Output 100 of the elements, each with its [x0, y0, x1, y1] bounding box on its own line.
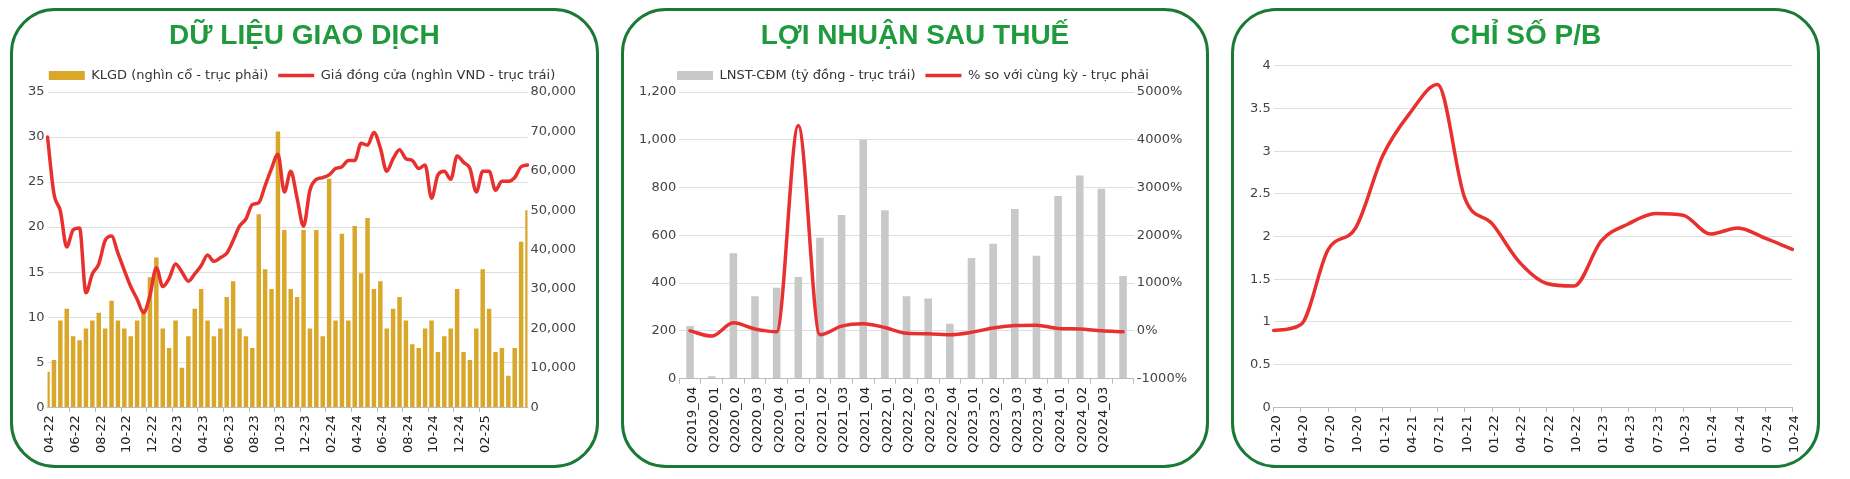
x-tick-label: 10-23 — [272, 415, 288, 454]
bar — [397, 296, 403, 408]
x-tick-label: 04-21 — [1403, 415, 1419, 454]
bar — [924, 298, 932, 379]
x-tick-label: 06-23 — [220, 415, 236, 454]
x-tick-label: 04-20 — [1294, 415, 1310, 454]
x-tick-label: 10-22 — [1567, 415, 1583, 454]
y2-tick-label: 70,000 — [530, 122, 577, 138]
x-tick-label: Q2020_01 — [705, 386, 721, 453]
x-tick-label: Q2023_02 — [987, 386, 1003, 453]
y2-tick-label: 3000% — [1136, 178, 1183, 194]
y2-tick-label: 0 — [530, 398, 540, 414]
x-tick-label: 02-25 — [476, 415, 492, 454]
y2-tick-label: 2000% — [1136, 226, 1183, 242]
x-tick-label: Q2023_03 — [1008, 386, 1024, 453]
bar — [429, 320, 435, 408]
bar — [308, 328, 313, 408]
bar — [493, 352, 499, 408]
x-tick-label: 07-22 — [1540, 415, 1556, 454]
bar — [237, 328, 243, 408]
y-tick-label: 2.5 — [1249, 185, 1271, 201]
x-tick-label: 02-23 — [169, 415, 185, 454]
x-tick-label: Q2021_02 — [813, 386, 829, 453]
x-tick-label: 07-23 — [1649, 415, 1665, 454]
y-tick-label: 25 — [28, 173, 45, 189]
x-tick-label: Q2021_04 — [857, 386, 873, 453]
y-tick-label: 0 — [36, 398, 45, 414]
y-tick-label: 35 — [28, 83, 45, 99]
y2-tick-label: 40,000 — [530, 240, 577, 256]
y-tick-label: 600 — [651, 226, 677, 242]
bar — [686, 326, 694, 379]
bar — [837, 215, 846, 379]
bar — [751, 296, 759, 379]
bar — [461, 352, 467, 408]
x-tick-label: 01-22 — [1485, 415, 1501, 454]
y-tick-label: 0 — [667, 370, 677, 386]
x-tick-label: Q2023_04 — [1030, 386, 1046, 453]
bar — [205, 320, 211, 408]
x-tick-label: Q2022_03 — [922, 386, 938, 453]
chart-title: LỢI NHUẬN SAU THUẾ — [760, 19, 1070, 52]
chart-title: CHỈ SỐ P/B — [1450, 19, 1602, 52]
y2-tick-label: 60,000 — [530, 162, 577, 178]
x-tick-label: 04-22 — [1512, 415, 1528, 454]
y2-tick-label: 30,000 — [530, 280, 577, 296]
y-tick-label: 3.5 — [1249, 99, 1271, 115]
y-tick-label: 2 — [1262, 227, 1271, 243]
x-tick-label: 10-22 — [118, 415, 134, 454]
x-tick-label: Q2021_03 — [835, 386, 851, 453]
y2-tick-label: -1000% — [1136, 370, 1188, 386]
x-tick-label: 01-23 — [1594, 415, 1610, 454]
x-tick-label: 07-24 — [1758, 415, 1774, 454]
y-tick-label: 800 — [651, 178, 677, 194]
x-tick-label: Q2023_01 — [965, 386, 981, 453]
y-tick-label: 400 — [651, 274, 677, 290]
x-tick-label: 12-22 — [144, 415, 160, 454]
x-tick-label: Q2024_03 — [1095, 386, 1111, 453]
line-series — [46, 130, 530, 315]
x-tick-label: 07-20 — [1321, 415, 1337, 454]
y-tick-label: 1.5 — [1249, 270, 1271, 286]
legend-label: Giá đóng cửa (nghìn VND - trục trái) — [321, 66, 556, 82]
bar — [423, 328, 428, 408]
x-tick-label: Q2020_04 — [770, 386, 786, 453]
x-tick-label: 04-23 — [1622, 415, 1638, 454]
y2-tick-label: 0% — [1136, 322, 1158, 338]
x-tick-label: Q2024_02 — [1073, 386, 1089, 453]
x-tick-label: 12-23 — [297, 415, 313, 454]
bar — [269, 289, 275, 408]
y-tick-label: 0 — [1262, 398, 1271, 414]
chart-title: DỮ LIỆU GIAO DỊCH — [169, 19, 440, 52]
x-tick-label: Q2021_01 — [792, 386, 808, 453]
y-tick-label: 30 — [28, 128, 45, 144]
bar — [1054, 195, 1062, 379]
legend-label: LNST-CĐM (tỷ đồng - trục trái) — [719, 66, 916, 82]
x-tick-label: Q2019_04 — [683, 386, 699, 453]
y-tick-label: 1,000 — [639, 131, 677, 147]
bar — [1119, 275, 1127, 379]
x-tick-label: 01-24 — [1704, 415, 1720, 454]
x-tick-label: 02-24 — [323, 415, 339, 454]
x-tick-label: 01-20 — [1267, 415, 1283, 454]
bar — [881, 210, 889, 379]
bar — [109, 300, 115, 408]
line-series — [688, 123, 1125, 338]
bar — [1011, 209, 1019, 379]
x-tick-label: 10-24 — [425, 415, 441, 454]
y-tick-label: 0.5 — [1249, 355, 1271, 371]
x-tick-label: 10-20 — [1349, 415, 1365, 454]
x-tick-label: 08-23 — [246, 415, 262, 454]
legend-label: KLGD (nghìn cổ - trục phải) — [91, 66, 269, 82]
x-tick-label: 06-22 — [67, 415, 83, 454]
x-tick-label: 04-24 — [348, 415, 364, 454]
y-tick-label: 3 — [1262, 142, 1271, 158]
bar — [946, 323, 954, 379]
line-series — [1271, 82, 1794, 333]
x-tick-label: 10-21 — [1458, 415, 1474, 454]
bar — [816, 237, 824, 379]
bar — [365, 218, 371, 408]
bar — [58, 320, 63, 408]
y-tick-label: 15 — [28, 263, 45, 279]
y2-tick-label: 5000% — [1136, 83, 1183, 99]
y-tick-label: 4 — [1262, 57, 1271, 73]
